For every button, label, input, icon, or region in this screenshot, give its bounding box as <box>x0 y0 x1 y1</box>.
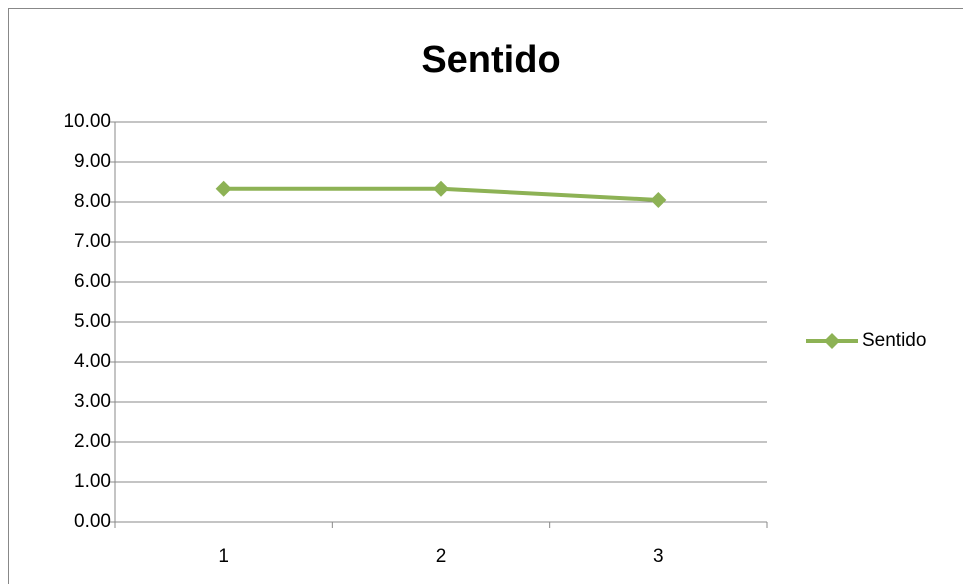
data-point <box>433 180 449 197</box>
y-tick-label: 1.00 <box>74 471 111 492</box>
legend-marker <box>824 333 840 349</box>
y-tick-label: 5.00 <box>74 311 111 332</box>
data-point <box>650 192 667 208</box>
legend-label: Sentido <box>862 330 926 351</box>
y-tick-label: 2.00 <box>74 431 111 452</box>
y-tick-label: 10.00 <box>63 111 111 132</box>
x-tick-label: 3 <box>653 546 664 567</box>
x-tick-label: 2 <box>436 546 447 567</box>
chart-frame <box>8 8 963 584</box>
y-tick-label: 7.00 <box>74 231 111 252</box>
chart-title: Sentido <box>421 39 560 81</box>
data-point <box>215 180 232 197</box>
x-tick-label: 1 <box>218 546 229 567</box>
y-tick-label: 0.00 <box>74 511 111 532</box>
y-tick-label: 8.00 <box>74 191 111 212</box>
y-tick-label: 3.00 <box>74 391 111 412</box>
y-tick-label: 6.00 <box>74 271 111 292</box>
y-tick-label: 9.00 <box>74 151 111 172</box>
y-tick-label: 4.00 <box>74 351 111 372</box>
